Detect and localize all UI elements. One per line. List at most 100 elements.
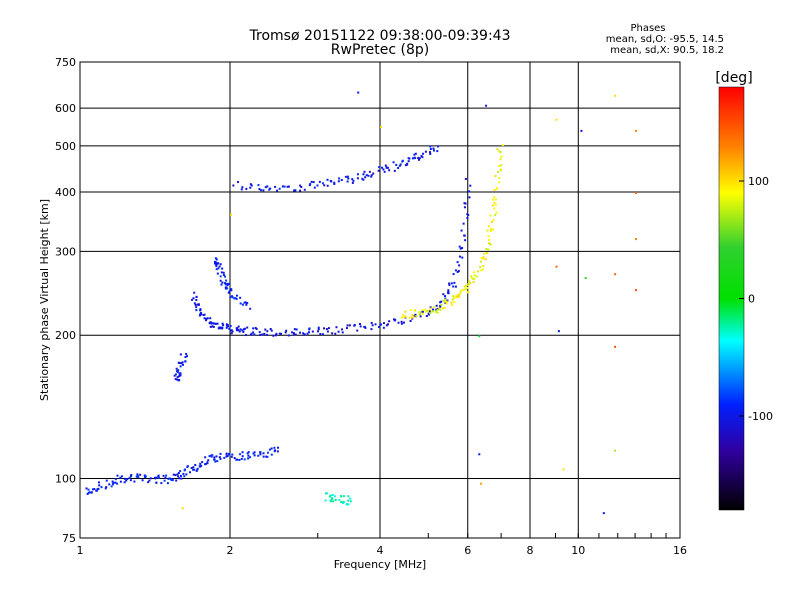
trace-point xyxy=(456,270,459,273)
trace-point xyxy=(444,298,447,301)
trace-point xyxy=(281,185,284,188)
trace-point xyxy=(486,229,489,232)
trace-point xyxy=(447,289,450,292)
trace-point xyxy=(111,483,114,486)
trace-point xyxy=(385,166,388,169)
trace-point xyxy=(356,177,359,180)
trace-point xyxy=(270,453,273,456)
trace-point xyxy=(218,265,221,268)
trace-point xyxy=(264,328,267,331)
trace-point xyxy=(172,473,175,476)
trace-point xyxy=(257,184,260,187)
trace-point xyxy=(428,310,431,313)
trace-point xyxy=(139,473,142,476)
trace-point xyxy=(491,204,494,207)
trace-point xyxy=(230,289,233,292)
trace-point xyxy=(263,332,266,335)
trace-point xyxy=(252,331,255,334)
trace-point xyxy=(434,310,437,313)
trace-point xyxy=(278,187,281,190)
y-tick-label: 75 xyxy=(62,532,76,545)
trace-point xyxy=(229,325,232,328)
trace-point xyxy=(498,181,501,184)
trace-point xyxy=(264,186,267,189)
trace-point xyxy=(464,202,467,205)
trace-point xyxy=(228,453,231,456)
trace-point xyxy=(239,302,242,305)
trace-point xyxy=(144,474,147,477)
trace-point xyxy=(238,330,241,333)
echo-point xyxy=(635,191,638,194)
trace-point xyxy=(500,164,503,167)
trace-point xyxy=(243,458,246,461)
trace-point xyxy=(299,189,302,192)
trace-point xyxy=(321,182,324,185)
trace-point xyxy=(408,157,411,160)
trace-point xyxy=(293,328,296,331)
trace-point xyxy=(225,326,228,329)
trace-point xyxy=(329,499,332,502)
trace-point xyxy=(309,183,312,186)
trace-point xyxy=(201,461,204,464)
trace-point xyxy=(351,178,354,181)
trace-point xyxy=(246,452,249,455)
trace-point xyxy=(402,315,405,318)
trace-point xyxy=(450,303,453,306)
trace-point xyxy=(492,219,495,222)
trace-point xyxy=(341,500,344,503)
trace-point xyxy=(334,498,337,501)
trace-point xyxy=(383,170,386,173)
trace-point xyxy=(203,317,206,320)
trace-point xyxy=(259,451,262,454)
trace-point xyxy=(429,147,432,150)
trace-point xyxy=(346,324,349,327)
trace-point xyxy=(221,322,224,325)
trace-point xyxy=(184,360,187,363)
trace-point xyxy=(363,325,366,328)
trace-point xyxy=(347,177,350,180)
trace-point xyxy=(242,330,245,333)
trace-point xyxy=(110,485,113,488)
trace-point xyxy=(286,185,289,188)
trace-point xyxy=(257,454,260,457)
trace-point xyxy=(287,334,290,337)
trace-point xyxy=(238,458,241,461)
trace-point xyxy=(244,334,247,337)
trace-point xyxy=(125,479,128,482)
trace-point xyxy=(431,310,434,313)
trace-point xyxy=(285,329,288,332)
trace-point xyxy=(444,295,447,298)
trace-point xyxy=(237,325,240,328)
trace-point xyxy=(269,187,272,190)
trace-point xyxy=(170,478,173,481)
trace-point xyxy=(485,252,488,255)
y-axis-label: Stationary phase Virtual Height [km] xyxy=(38,199,51,401)
trace-point xyxy=(424,150,427,153)
echo-point xyxy=(580,129,583,132)
trace-point xyxy=(299,184,302,187)
trace-point xyxy=(193,302,196,305)
trace-point xyxy=(429,151,432,154)
trace-point xyxy=(492,198,495,201)
trace-point xyxy=(356,329,359,332)
echo-point xyxy=(555,118,558,121)
trace-point xyxy=(223,456,226,459)
trace-point xyxy=(439,301,442,304)
trace-point xyxy=(179,365,182,368)
trace-point xyxy=(219,452,222,455)
trace-point xyxy=(421,312,424,315)
trace-point xyxy=(411,313,414,316)
trace-point xyxy=(90,491,93,494)
trace-point xyxy=(482,256,485,259)
trace-point xyxy=(233,457,236,460)
trace-point xyxy=(241,186,244,189)
trace-point xyxy=(177,475,180,478)
trace-point xyxy=(216,262,219,265)
trace-point xyxy=(205,319,208,322)
trace-point xyxy=(179,353,182,356)
trace-point xyxy=(177,471,180,474)
trace-point xyxy=(209,325,212,328)
trace-point xyxy=(224,287,227,290)
trace-point xyxy=(154,477,157,480)
trace-point xyxy=(468,280,471,283)
